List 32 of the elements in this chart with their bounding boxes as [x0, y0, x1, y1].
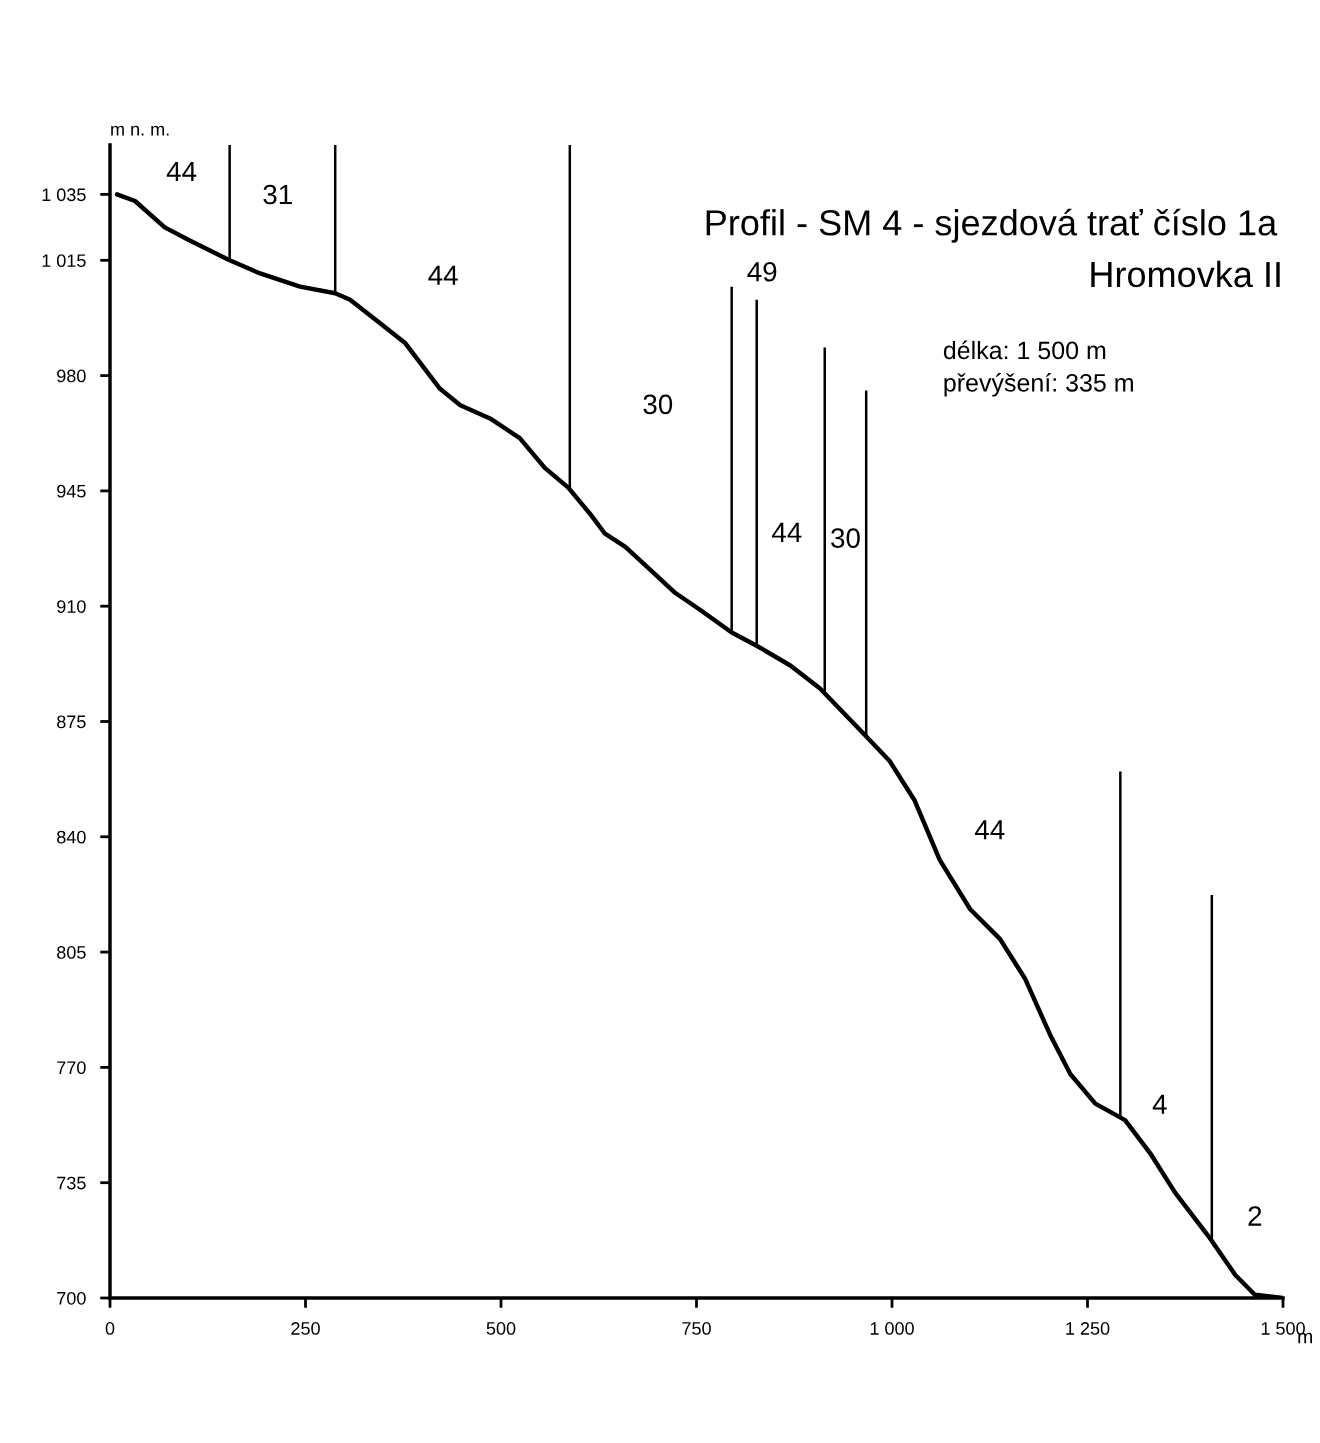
y-tick-label: 945 [57, 484, 86, 498]
annotation: 31 [263, 184, 292, 205]
x-tick-label: 1 000 [870, 1322, 914, 1335]
y-tick-label: 700 [57, 1291, 86, 1305]
annotation: 44 [974, 820, 1005, 840]
annotation: 30 [831, 528, 860, 548]
annotation: 44 [166, 161, 197, 182]
annotation: 30 [643, 394, 673, 415]
y-tick-label: 1 035 [42, 188, 86, 202]
text: Profil - SM 4 - sjezdová trať číslo 1a [706, 208, 1278, 243]
annotation: 49 [747, 261, 777, 282]
y-tick-label: 1 015 [42, 254, 86, 268]
y-tick-label: 770 [57, 1061, 86, 1075]
y-tick-label: 735 [57, 1176, 86, 1190]
annotation: 2 [1248, 1206, 1262, 1226]
y-tick-label: 840 [57, 830, 86, 844]
x-tick-label: 0 [105, 1322, 115, 1335]
y-tick-label: 980 [57, 369, 86, 383]
y-tick-label: 875 [57, 715, 86, 729]
annotation: 44 [428, 265, 458, 285]
annotation: 44 [772, 522, 802, 542]
annotation: převýšení: 335 m [944, 373, 1133, 397]
x-tick-label: 750 [682, 1322, 711, 1335]
y-tick-label: 910 [57, 600, 86, 613]
annotation: délka: 1 500 m [943, 340, 1106, 360]
x-tick-label: 250 [291, 1322, 320, 1335]
x-tick-label: 500 [486, 1322, 516, 1335]
annotation: 4 [1152, 1094, 1167, 1114]
text: Hromovka II [1091, 260, 1280, 288]
y-axis-title: m n. m. [111, 125, 169, 136]
y-tick-label: 805 [57, 946, 86, 959]
x-tick-label: 1 250 [1066, 1322, 1110, 1335]
